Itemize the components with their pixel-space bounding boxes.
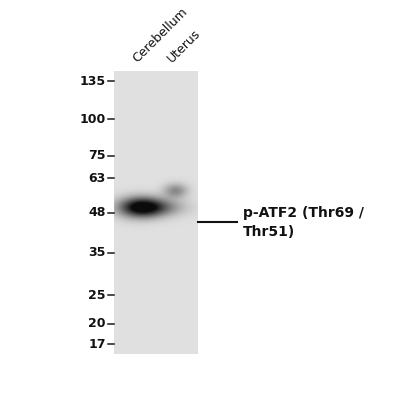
Text: Uterus: Uterus: [165, 27, 204, 66]
Text: p-ATF2 (Thr69 /
Thr51): p-ATF2 (Thr69 / Thr51): [243, 206, 364, 239]
Text: 20: 20: [88, 317, 106, 330]
Text: 75: 75: [88, 150, 106, 162]
Text: 17: 17: [88, 338, 106, 351]
Text: 135: 135: [80, 75, 106, 88]
Text: 48: 48: [89, 206, 106, 219]
Text: 100: 100: [80, 113, 106, 126]
Text: 35: 35: [89, 246, 106, 259]
Text: 25: 25: [88, 289, 106, 302]
Text: 63: 63: [89, 171, 106, 185]
Text: Cerebellum: Cerebellum: [130, 5, 190, 66]
